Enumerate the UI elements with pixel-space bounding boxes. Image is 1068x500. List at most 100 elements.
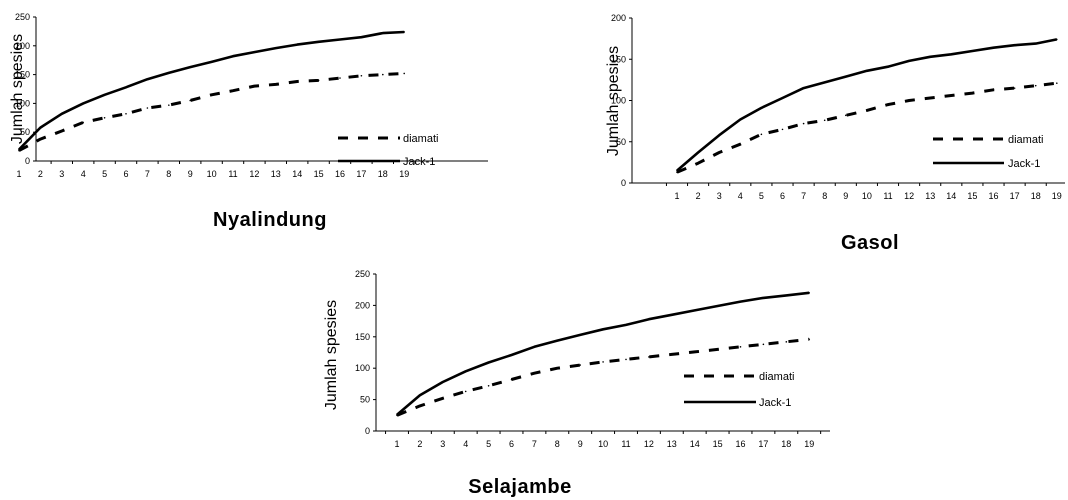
data-point-diamati <box>146 107 149 109</box>
x-tick-label: 10 <box>862 191 872 201</box>
x-tick-label: 10 <box>598 439 608 449</box>
y-tick-label: 100 <box>611 96 626 106</box>
data-point-diamati <box>189 99 191 102</box>
data-point-diamati <box>762 343 765 346</box>
y-tick-label: 150 <box>355 332 370 342</box>
data-point-jack-1 <box>296 43 299 46</box>
data-point-diamati <box>908 99 910 102</box>
data-point-diamati <box>61 130 63 132</box>
x-tick-label: 9 <box>578 439 583 449</box>
data-point-jack-1 <box>510 354 513 356</box>
data-point-jack-1 <box>396 413 398 416</box>
data-point-diamati <box>296 80 299 83</box>
x-tick-label: 13 <box>925 191 935 201</box>
data-point-diamati <box>718 151 720 154</box>
data-point-jack-1 <box>18 148 20 151</box>
x-tick-label: 9 <box>843 191 848 201</box>
x-tick-label: 15 <box>713 439 723 449</box>
data-point-diamati <box>253 85 256 87</box>
y-tick-label: 150 <box>611 54 626 64</box>
data-point-jack-1 <box>464 370 467 373</box>
data-point-jack-1 <box>1034 42 1037 45</box>
data-point-jack-1 <box>648 318 650 321</box>
data-point-jack-1 <box>360 36 363 38</box>
data-point-diamati <box>716 348 719 351</box>
data-point-diamati <box>275 83 277 86</box>
data-point-diamati <box>802 122 805 125</box>
data-point-jack-1 <box>579 334 581 336</box>
x-tick-label: 1 <box>394 439 399 449</box>
data-point-jack-1 <box>693 309 696 312</box>
data-point-diamati <box>950 94 953 97</box>
data-point-diamati <box>1013 87 1016 89</box>
data-point-diamati <box>992 88 995 91</box>
y-tick-label: 100 <box>355 363 370 373</box>
x-tick-label: 2 <box>38 169 43 179</box>
data-point-jack-1 <box>887 65 889 68</box>
data-point-diamati <box>823 119 826 122</box>
legend-label-jack-1: Jack-1 <box>403 156 435 168</box>
x-tick-label: 13 <box>667 439 677 449</box>
x-tick-label: 5 <box>102 169 107 179</box>
x-tick-label: 8 <box>555 439 560 449</box>
data-point-diamati <box>866 109 868 112</box>
data-point-jack-1 <box>146 78 149 81</box>
data-point-diamati <box>1056 82 1058 84</box>
data-point-diamati <box>210 93 213 96</box>
data-point-diamati <box>781 128 784 131</box>
data-point-jack-1 <box>317 40 320 43</box>
legend-label-diamati: diamati <box>1008 134 1043 146</box>
data-point-diamati <box>464 390 467 393</box>
data-point-jack-1 <box>676 169 678 172</box>
legend-label-jack-1: Jack-1 <box>759 397 791 409</box>
x-tick-label: 17 <box>1010 191 1020 201</box>
data-point-jack-1 <box>275 47 277 49</box>
chart-title: Nyalindung <box>213 209 327 231</box>
data-point-jack-1 <box>442 381 444 383</box>
data-point-jack-1 <box>210 61 213 63</box>
x-tick-label: 7 <box>145 169 150 179</box>
x-tick-label: 6 <box>123 169 128 179</box>
y-tick-label: 50 <box>20 127 30 137</box>
data-point-jack-1 <box>739 118 742 121</box>
data-point-jack-1 <box>739 300 742 303</box>
x-tick-label: 1 <box>674 191 679 201</box>
data-point-jack-1 <box>866 70 868 72</box>
data-point-diamati <box>845 114 847 117</box>
data-point-jack-1 <box>125 86 127 89</box>
x-tick-label: 19 <box>399 169 409 179</box>
x-tick-label: 16 <box>335 169 345 179</box>
legend-label-diamati: diamati <box>403 133 438 145</box>
data-point-jack-1 <box>823 81 826 84</box>
y-tick-label: 0 <box>621 178 626 188</box>
data-point-jack-1 <box>39 126 42 129</box>
data-point-jack-1 <box>781 97 784 99</box>
chart-title: Gasol <box>841 232 899 254</box>
data-point-jack-1 <box>61 112 63 115</box>
series-line-jack-1 <box>18 30 405 151</box>
data-point-diamati <box>739 143 742 146</box>
y-tick-label: 200 <box>15 41 30 51</box>
y-tick-label: 250 <box>355 269 370 279</box>
data-point-diamati <box>419 405 421 407</box>
data-point-diamati <box>403 72 406 75</box>
x-tick-label: 17 <box>758 439 768 449</box>
x-tick-label: 14 <box>690 439 700 449</box>
x-tick-label: 1 <box>16 169 21 179</box>
x-tick-label: 12 <box>249 169 259 179</box>
data-point-diamati <box>971 92 974 94</box>
x-tick-label: 3 <box>59 169 64 179</box>
data-point-diamati <box>887 103 889 106</box>
data-point-jack-1 <box>602 328 604 331</box>
data-point-jack-1 <box>168 72 170 74</box>
x-tick-label: 5 <box>486 439 491 449</box>
data-point-diamati <box>487 384 490 387</box>
x-tick-label: 7 <box>532 439 537 449</box>
data-point-jack-1 <box>339 38 341 41</box>
legend-label-jack-1: Jack-1 <box>1008 158 1040 170</box>
y-tick-label: 0 <box>365 426 370 436</box>
x-tick-label: 3 <box>440 439 445 449</box>
data-point-jack-1 <box>762 297 765 299</box>
data-point-jack-1 <box>82 102 84 105</box>
